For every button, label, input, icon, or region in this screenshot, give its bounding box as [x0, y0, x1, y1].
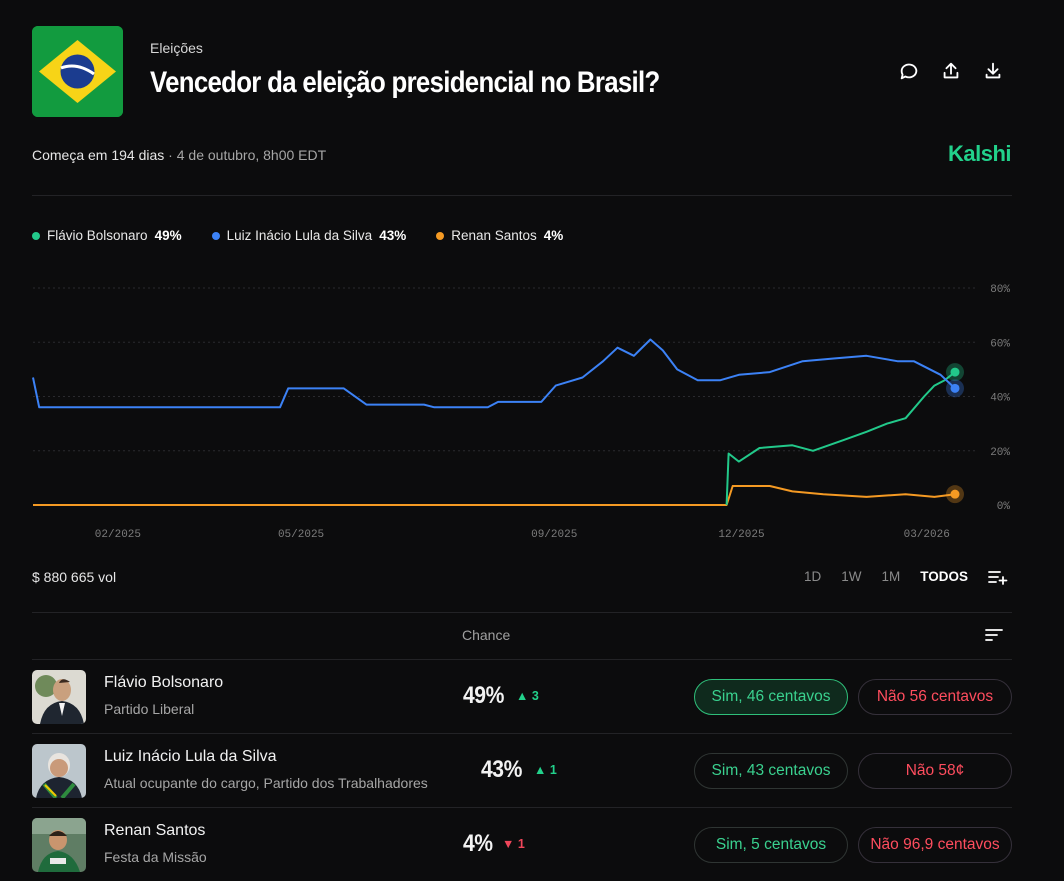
candidate-name: Luiz Inácio Lula da Silva — [104, 748, 277, 765]
candidate-party: Atual ocupante do cargo, Partido dos Tra… — [104, 775, 428, 791]
chart-legend: Flávio Bolsonaro 49% Luiz Inácio Lula da… — [32, 228, 563, 243]
buy-yes-button[interactable]: Sim, 5 centavos — [694, 827, 848, 863]
series-line — [32, 338, 956, 409]
outcome-row-santos[interactable]: Renan Santos Festa da Missão 4% ▼ 1 Sim,… — [32, 807, 1012, 881]
chance-value: 4% — [463, 830, 493, 857]
series-endpoint — [950, 383, 960, 393]
market-category: Eleições — [150, 40, 203, 56]
avatar — [32, 818, 86, 872]
sort-icon[interactable] — [984, 627, 1004, 643]
chance-delta: ▼ 1 — [502, 837, 525, 851]
start-date: · 4 de outubro, 8h00 EDT — [164, 147, 327, 163]
legend-name: Luiz Inácio Lula da Silva — [226, 228, 373, 243]
x-tick-label: 02/2025 — [95, 529, 141, 541]
range-all[interactable]: TODOS — [920, 569, 969, 584]
legend-pct: 4% — [543, 228, 564, 243]
legend-dot — [436, 231, 445, 240]
x-tick-label: 05/2025 — [278, 529, 324, 541]
price-history-chart[interactable]: 80% 60% 40% 20% 0% 02/2025 05/2025 09/2025 12/2… — [0, 270, 1064, 550]
legend-item-santos: Renan Santos 4% — [436, 228, 563, 243]
outcome-row-lula[interactable]: Luiz Inácio Lula da Silva Atual ocupante… — [32, 733, 1012, 807]
range-1m[interactable]: 1M — [881, 569, 901, 584]
brazil-flag-image — [32, 26, 123, 117]
buy-no-button[interactable]: Não 96,9 centavos — [858, 827, 1012, 863]
start-info: Começa em 194 dias · 4 de outubro, 8h00 … — [32, 147, 326, 163]
comment-icon[interactable] — [898, 60, 920, 82]
chance-delta: ▲ 3 — [516, 689, 539, 703]
kalshi-logo: Kalshi — [948, 141, 1012, 166]
divider — [32, 195, 1012, 196]
chance-value: 49% — [463, 682, 504, 709]
buy-yes-button[interactable]: Sim, 46 centavos — [694, 679, 848, 715]
buy-no-button[interactable]: Não 58¢ — [858, 753, 1012, 789]
candidate-party: Festa da Missão — [104, 849, 207, 865]
volume-label: $ 880 665 vol — [32, 569, 117, 585]
y-tick-label: 40% — [990, 393, 1010, 405]
buy-yes-button[interactable]: Sim, 43 centavos — [694, 753, 848, 789]
y-tick-label: 20% — [990, 447, 1010, 459]
range-1w[interactable]: 1W — [841, 569, 862, 584]
candidate-name: Flávio Bolsonaro — [104, 674, 224, 691]
series-endpoint — [950, 367, 960, 377]
legend-pct: 49% — [154, 228, 182, 243]
download-icon[interactable] — [982, 60, 1004, 82]
y-tick-label: 60% — [990, 338, 1010, 350]
legend-name: Renan Santos — [451, 228, 537, 243]
share-icon[interactable] — [940, 60, 962, 82]
add-chart-icon[interactable] — [988, 569, 1008, 585]
avatar — [32, 670, 86, 724]
x-tick-label: 03/2026 — [904, 529, 950, 541]
chance-value: 43% — [481, 756, 522, 783]
chance-column-header: Chance — [462, 627, 511, 643]
outcome-row-bolsonaro[interactable]: Flávio Bolsonaro Partido Liberal 49% ▲ 3… — [32, 659, 1012, 733]
start-countdown: Começa em 194 dias — [32, 147, 165, 163]
y-tick-label: 80% — [990, 284, 1010, 296]
legend-name: Flávio Bolsonaro — [47, 228, 148, 243]
divider — [32, 612, 1012, 613]
avatar — [32, 744, 86, 798]
legend-dot — [32, 231, 40, 240]
y-tick-label: 0% — [997, 501, 1011, 513]
chance-delta: ▲ 1 — [534, 763, 557, 777]
time-range-selector: 1D 1W 1M TODOS — [804, 569, 1008, 585]
candidate-name: Renan Santos — [104, 822, 206, 839]
legend-dot — [211, 231, 220, 240]
range-1d[interactable]: 1D — [804, 569, 822, 584]
market-title: Vencedor da eleição presidencial no Bras… — [150, 66, 660, 99]
candidate-party: Partido Liberal — [104, 701, 195, 717]
x-tick-label: 12/2025 — [718, 529, 764, 541]
x-tick-label: 09/2025 — [531, 529, 577, 541]
legend-item-lula: Luiz Inácio Lula da Silva 43% — [211, 228, 407, 243]
series-line — [33, 485, 956, 506]
series-line — [725, 371, 956, 506]
series-endpoint — [950, 489, 960, 499]
legend-item-bolsonaro: Flávio Bolsonaro 49% — [32, 228, 182, 243]
legend-pct: 43% — [379, 228, 407, 243]
buy-no-button[interactable]: Não 56 centavos — [858, 679, 1012, 715]
